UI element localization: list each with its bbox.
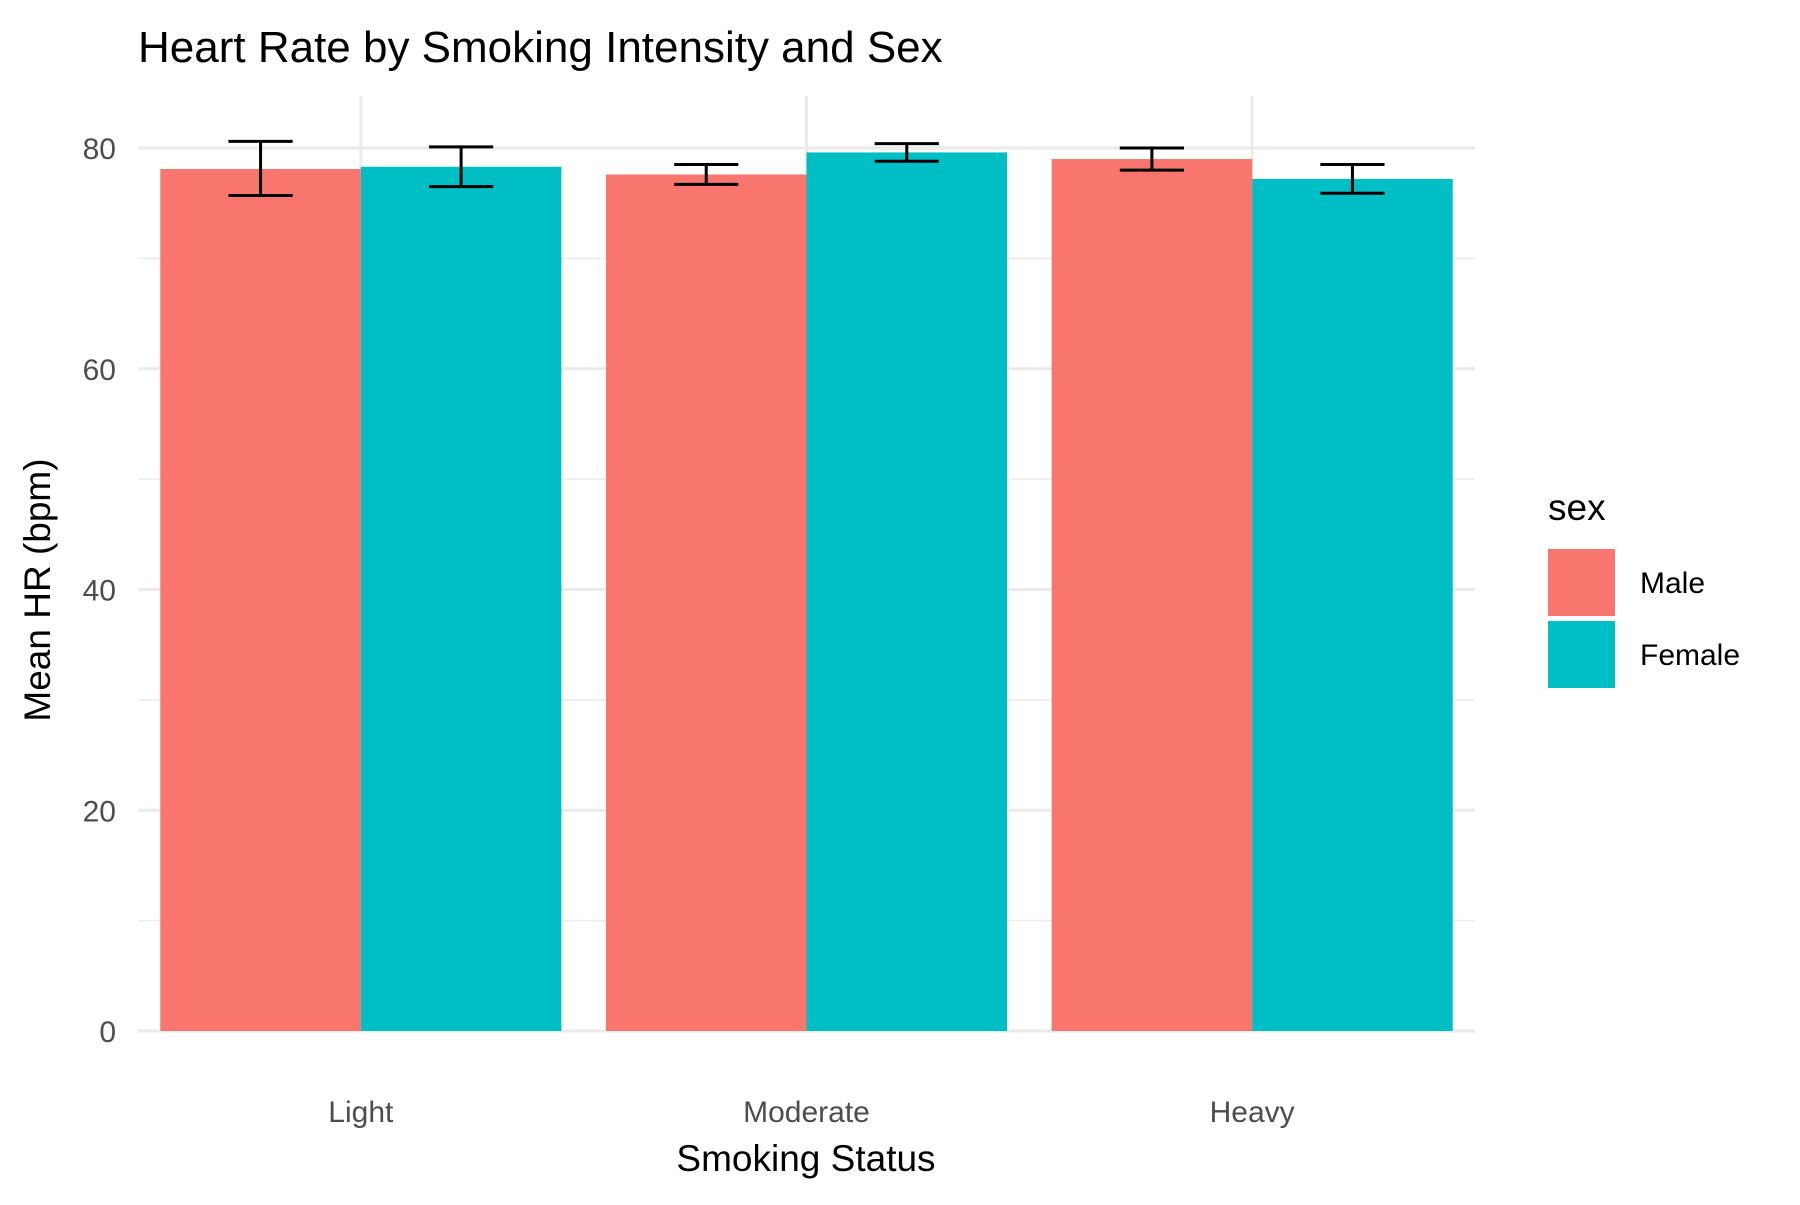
- bar-female-heavy: [1252, 178, 1453, 1031]
- x-tick-label: Moderate: [743, 1096, 870, 1129]
- bars: [160, 152, 1453, 1032]
- error-bar: [429, 145, 494, 189]
- bar-female-moderate: [806, 152, 1008, 1032]
- y-tick-label: 0: [99, 1016, 116, 1049]
- y-tick-label: 60: [83, 354, 116, 387]
- x-axis-ticks: Light Moderate Heavy: [328, 1096, 1294, 1129]
- error-bar: [874, 142, 939, 163]
- y-axis-label: Mean HR (bpm): [17, 458, 58, 721]
- legend-title: sex: [1548, 487, 1606, 528]
- bar-male-moderate: [605, 174, 807, 1032]
- x-tick-label: Heavy: [1210, 1096, 1295, 1129]
- legend: sex Male Female: [1548, 487, 1740, 688]
- error-bar: [1320, 163, 1385, 195]
- error-bar: [228, 139, 293, 197]
- legend-key-male: [1548, 549, 1615, 616]
- bar-male-light: [160, 168, 361, 1031]
- y-axis-ticks: 0 20 40 60 80: [83, 133, 116, 1049]
- legend-key-female: [1548, 621, 1615, 688]
- legend-label-male: Male: [1640, 567, 1705, 600]
- error-bar: [674, 163, 739, 186]
- legend-items: Male Female: [1548, 549, 1740, 688]
- y-tick-label: 80: [83, 133, 116, 166]
- bar-male-heavy: [1051, 159, 1253, 1032]
- x-axis-label: Smoking Status: [676, 1138, 935, 1179]
- error-bars: [228, 139, 1385, 197]
- chart-title: Heart Rate by Smoking Intensity and Sex: [138, 23, 943, 72]
- y-tick-label: 40: [83, 575, 116, 608]
- error-bar: [1119, 146, 1184, 172]
- bar-female-light: [360, 166, 562, 1032]
- legend-label-female: Female: [1640, 639, 1740, 672]
- y-tick-label: 20: [83, 795, 116, 828]
- x-tick-label: Light: [328, 1096, 394, 1129]
